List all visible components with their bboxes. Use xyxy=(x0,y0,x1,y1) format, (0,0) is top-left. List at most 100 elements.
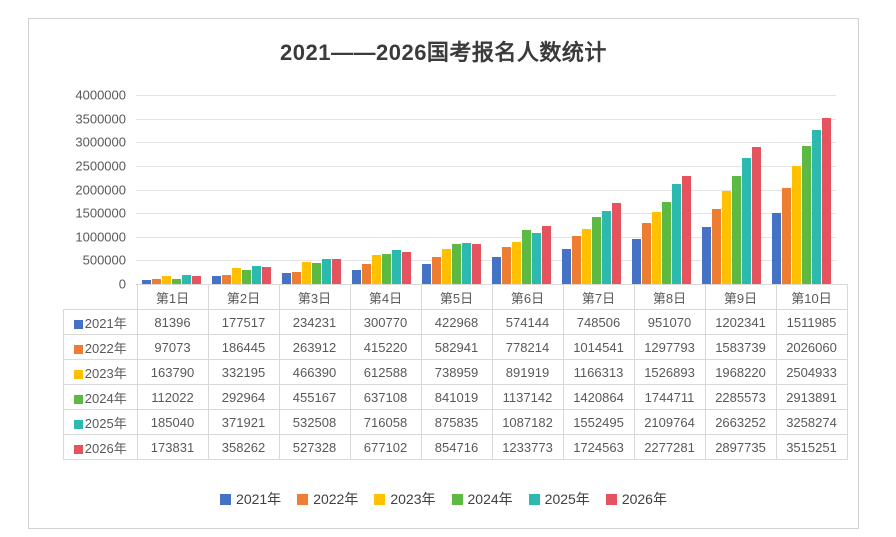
bar xyxy=(711,209,721,284)
series-name: 2021年 xyxy=(84,315,127,331)
legend-item: 2025年 xyxy=(528,489,590,509)
value-cell: 1233773 xyxy=(491,434,564,460)
gridline xyxy=(136,213,836,215)
value-cell: 173831 xyxy=(136,434,209,460)
bar xyxy=(321,258,331,284)
legend-label: 2021年 xyxy=(236,491,282,507)
value-cell: 1202341 xyxy=(704,309,777,335)
bar xyxy=(361,264,371,284)
bar xyxy=(671,184,681,284)
gridline xyxy=(136,95,836,96)
bar xyxy=(251,266,261,284)
value-cell: 358262 xyxy=(207,434,280,460)
category-header-cell: 第5日 xyxy=(420,284,493,310)
bar xyxy=(821,117,831,284)
category-header-cell: 第3日 xyxy=(278,284,351,310)
series-name-cell: 2025年 xyxy=(63,409,138,435)
series-key-icon xyxy=(73,344,83,354)
bar-group xyxy=(276,95,346,284)
legend-label: 2024年 xyxy=(467,491,513,507)
y-tick-label: 3500000 xyxy=(75,111,126,127)
bar-group xyxy=(206,95,276,284)
table-row: 2024年 112022 292964 455167 637108 841019 11371… xyxy=(63,384,848,410)
bar xyxy=(591,216,601,284)
legend-swatch-icon xyxy=(528,493,540,505)
gridline xyxy=(136,142,836,144)
category-header-cell: 第10日 xyxy=(775,284,848,310)
value-cell: 854716 xyxy=(420,434,493,460)
category-header-cell: 第1日 xyxy=(136,284,209,310)
bar xyxy=(181,275,191,284)
y-tick-label: 3000000 xyxy=(75,134,126,150)
category-header-cell: 第4日 xyxy=(349,284,422,310)
data-table-body: 2021年 81396 177517 234231 300770 422968 574144… xyxy=(63,309,848,460)
legend-item: 2021年 xyxy=(220,489,281,509)
bar xyxy=(541,225,551,284)
bar xyxy=(521,230,531,284)
value-cell: 716058 xyxy=(349,409,422,435)
value-cell: 574144 xyxy=(491,309,564,335)
bar xyxy=(571,236,581,284)
legend: 2021年 2022年 2023年 2024年 2025年 2026年 xyxy=(29,489,858,509)
value-cell: 1526893 xyxy=(633,359,706,385)
bar xyxy=(291,271,301,284)
bar-group xyxy=(556,95,626,284)
series-name-cell: 2024年 xyxy=(63,384,138,410)
bar xyxy=(331,259,341,284)
bar xyxy=(601,210,611,284)
value-cell: 1297793 xyxy=(633,334,706,360)
value-cell: 371921 xyxy=(207,409,280,435)
bar xyxy=(721,191,731,284)
bar xyxy=(301,262,311,284)
y-tick-label: 500000 xyxy=(82,252,126,268)
bar xyxy=(651,211,661,284)
value-cell: 1583739 xyxy=(704,334,777,360)
bar xyxy=(581,228,591,284)
bar-group xyxy=(486,95,556,284)
bar xyxy=(231,268,241,284)
category-header-cell: 第2日 xyxy=(207,284,280,310)
gridline xyxy=(136,189,836,191)
value-cell: 3515251 xyxy=(775,434,848,460)
bar xyxy=(661,201,671,284)
value-cell: 891919 xyxy=(491,359,564,385)
value-cell: 3258274 xyxy=(775,409,848,435)
legend-swatch-icon xyxy=(605,493,617,505)
gridline xyxy=(136,118,836,120)
bar xyxy=(511,241,521,284)
value-cell: 97073 xyxy=(136,334,209,360)
value-cell: 163790 xyxy=(136,359,209,385)
value-cell: 2663252 xyxy=(704,409,777,435)
bar-group xyxy=(416,95,486,284)
value-cell: 778214 xyxy=(491,334,564,360)
value-cell: 527328 xyxy=(278,434,351,460)
bar xyxy=(741,158,751,284)
bar-group xyxy=(136,95,206,284)
bar-group xyxy=(696,95,766,284)
category-header-cell: 第9日 xyxy=(704,284,777,310)
legend-item: 2023年 xyxy=(374,489,436,509)
series-name-cell: 2022年 xyxy=(63,334,138,360)
legend-item: 2024年 xyxy=(451,489,513,509)
data-table-head: 第1日 第2日 第3日 第4日 第5日 第6日 第7日 第8日 第9日 第10日 xyxy=(63,284,848,310)
bar xyxy=(531,232,541,284)
value-cell: 1724563 xyxy=(562,434,635,460)
bar xyxy=(491,256,501,284)
bar-group xyxy=(766,95,836,284)
series-key-icon xyxy=(73,319,83,329)
value-cell: 1166313 xyxy=(562,359,635,385)
y-tick-label: 2500000 xyxy=(75,158,126,174)
value-cell: 2109764 xyxy=(633,409,706,435)
bar xyxy=(161,276,171,284)
series-key-icon xyxy=(73,444,83,454)
value-cell: 415220 xyxy=(349,334,422,360)
data-table: 第1日 第2日 第3日 第4日 第5日 第6日 第7日 第8日 第9日 第10日 2021年 813… xyxy=(63,284,848,460)
chart-frame: 2021——2026国考报名人数统计 0 500000 1000000 1500000… xyxy=(28,18,859,529)
legend-label: 2023年 xyxy=(390,491,436,507)
value-cell: 2026060 xyxy=(775,334,848,360)
bar xyxy=(141,280,151,284)
bar xyxy=(391,250,401,284)
legend-swatch-icon xyxy=(220,493,232,505)
series-name-cell: 2026年 xyxy=(63,434,138,460)
y-axis: 0 500000 1000000 1500000 2000000 2500000 30000… xyxy=(29,19,126,528)
